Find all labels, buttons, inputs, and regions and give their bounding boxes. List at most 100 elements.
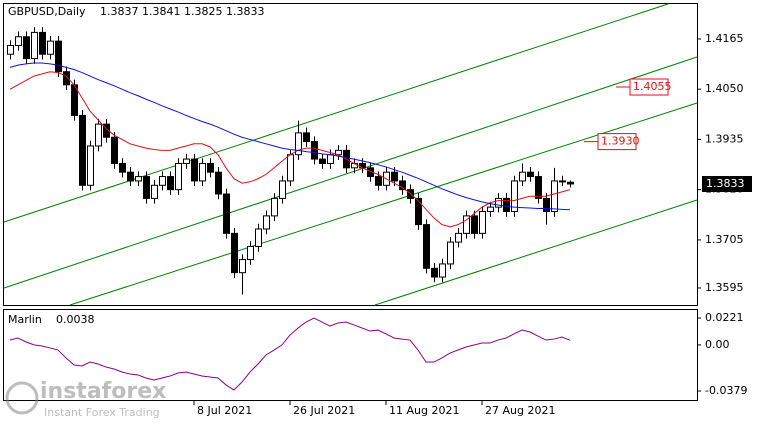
candle-body xyxy=(151,184,158,199)
candle-body xyxy=(551,180,558,213)
watermark-tagline: Instant Forex Trading xyxy=(44,406,160,419)
candle-body xyxy=(295,132,302,156)
x-tick-label: 26 Jul 2021 xyxy=(293,404,355,417)
candle-body xyxy=(271,197,278,217)
candle-body xyxy=(247,245,254,261)
candle-body xyxy=(215,171,222,195)
candle-body xyxy=(183,158,190,164)
annotation-label: 1.3930 xyxy=(601,135,640,148)
candle-body xyxy=(319,158,326,164)
candle-body xyxy=(47,40,54,55)
candle-body xyxy=(439,263,446,278)
candle-body xyxy=(495,197,502,208)
ohlc-open: 1.3837 xyxy=(100,5,139,18)
candle-body xyxy=(207,162,214,173)
candle-body xyxy=(535,176,542,199)
oscillator-line xyxy=(9,317,571,391)
candle-body xyxy=(543,197,550,213)
ohlc-close: 1.3833 xyxy=(226,5,265,18)
candle-body xyxy=(471,215,478,234)
candle-body xyxy=(263,215,270,230)
candle-body xyxy=(311,141,318,160)
x-tick-label: 11 Aug 2021 xyxy=(389,404,459,417)
candle-body xyxy=(23,36,30,60)
candle-body xyxy=(119,162,126,173)
moving-average xyxy=(9,62,571,211)
candle-body xyxy=(415,197,422,226)
ohlc-high: 1.3841 xyxy=(142,5,181,18)
candle-body xyxy=(87,145,94,186)
candle-body xyxy=(103,123,110,138)
candle-body xyxy=(111,136,118,164)
watermark-logo xyxy=(5,381,39,415)
candle-body xyxy=(231,232,238,274)
candle-body xyxy=(391,171,398,182)
candle-body xyxy=(527,171,534,178)
candle-body xyxy=(199,162,206,182)
candle-body xyxy=(303,132,310,143)
candle-body xyxy=(63,71,70,86)
candle-body xyxy=(79,114,86,186)
candle-body xyxy=(447,241,454,265)
channel-line xyxy=(3,56,698,289)
channel-line xyxy=(374,199,698,306)
candle-body xyxy=(279,180,286,199)
candle-body xyxy=(15,36,22,47)
candle-body xyxy=(503,197,510,213)
moving-average xyxy=(9,71,571,228)
candle-body xyxy=(95,123,102,147)
y-tick-label: -0.0379 xyxy=(705,384,747,397)
channel-line xyxy=(69,102,698,306)
y-tick-label: 1.4050 xyxy=(705,82,744,95)
candle-body xyxy=(255,228,262,247)
y-tick-label: 0.0221 xyxy=(705,311,744,324)
candle-body xyxy=(487,206,494,213)
chart-title: GBPUSD,Daily xyxy=(8,5,86,18)
candle-body xyxy=(423,224,430,269)
y-tick-label: 1.3595 xyxy=(705,281,744,294)
y-tick-label: 1.3935 xyxy=(705,132,744,145)
watermark: instaforex Instant Forex Trading xyxy=(5,379,166,419)
candle-body xyxy=(175,162,182,191)
candle-body xyxy=(159,176,166,186)
candle-body xyxy=(431,267,438,278)
candle-body xyxy=(399,180,406,191)
main-panel xyxy=(3,3,698,306)
channel-line xyxy=(3,3,669,223)
candle-body xyxy=(31,31,38,60)
last-price-label: 1.3833 xyxy=(706,177,745,190)
candle-body xyxy=(559,180,566,183)
annotation-box xyxy=(597,133,637,151)
annotation-box xyxy=(629,78,669,96)
ohlc-low: 1.3825 xyxy=(184,5,223,18)
candle-body xyxy=(287,154,294,182)
candle-body xyxy=(463,215,470,234)
candle-body xyxy=(239,259,246,274)
candle-body xyxy=(135,176,142,182)
x-tick-label: 27 Aug 2021 xyxy=(485,404,555,417)
candle-body xyxy=(455,232,462,243)
watermark-brand: instaforex xyxy=(40,379,166,404)
candle-body xyxy=(7,45,14,55)
indicator-panel xyxy=(3,309,698,401)
candle-body xyxy=(223,193,230,234)
candle-body xyxy=(327,154,334,164)
candle-body xyxy=(519,171,526,182)
annotation-label: 1.4055 xyxy=(633,80,672,93)
candle-body xyxy=(167,176,174,191)
candle-body xyxy=(375,176,382,186)
candle-body xyxy=(191,158,198,182)
y-tick-label: 1.4165 xyxy=(705,32,744,45)
channel xyxy=(3,3,698,306)
y-tick-label: 0.00 xyxy=(705,338,730,351)
candle-body xyxy=(55,40,62,73)
x-tick-label: 8 Jul 2021 xyxy=(197,404,252,417)
candle-body xyxy=(143,176,150,199)
last-price-box xyxy=(702,175,752,192)
candle-body xyxy=(479,211,486,234)
candle-body xyxy=(567,181,574,185)
y-tick-label: 1.3705 xyxy=(705,233,744,246)
